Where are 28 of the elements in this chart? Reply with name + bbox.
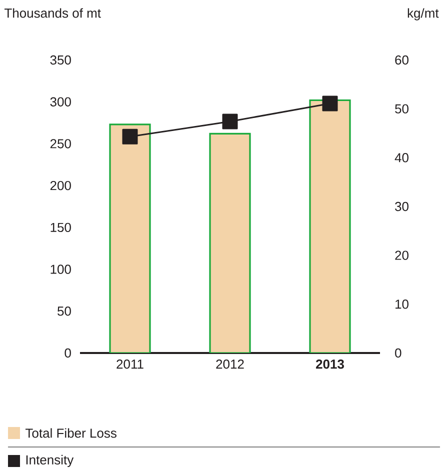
y-tick-label: 350	[50, 55, 71, 65]
point	[122, 128, 138, 144]
y2-tick-label: 20	[395, 250, 408, 260]
y-tick-label: 300	[50, 97, 71, 106]
y2-axis-title: kg/mt	[408, 8, 439, 20]
y-tick-label: 100	[50, 264, 71, 274]
y2-tick-label: 30	[395, 202, 408, 212]
legend-label: Total Fiber Loss	[25, 428, 116, 438]
y2-tick-label: 10	[396, 300, 408, 309]
bar	[209, 132, 251, 353]
x-tick-label: 2011	[116, 360, 144, 369]
bar	[109, 124, 151, 353]
y-tick-label: 200	[50, 180, 71, 190]
y2-tick-label: 40	[394, 153, 408, 162]
legend-label: Intensity	[26, 454, 74, 468]
y-tick-label: 150	[50, 222, 71, 232]
y-axis-title: Thousands of mt	[4, 8, 101, 18]
y2-tick-label: 0	[395, 348, 402, 358]
y2-tick-label: 60	[395, 55, 408, 65]
y-tick-label: 50	[58, 306, 71, 316]
point	[222, 114, 238, 130]
y-tick-label: 250	[50, 139, 71, 148]
y2-tick-label: 50	[395, 104, 408, 114]
y-tick-label: 0	[64, 348, 71, 358]
point	[322, 96, 338, 112]
bar	[309, 99, 351, 353]
x-tick-label: 2012	[216, 360, 244, 369]
x-tick-label: 2013	[316, 360, 344, 369]
